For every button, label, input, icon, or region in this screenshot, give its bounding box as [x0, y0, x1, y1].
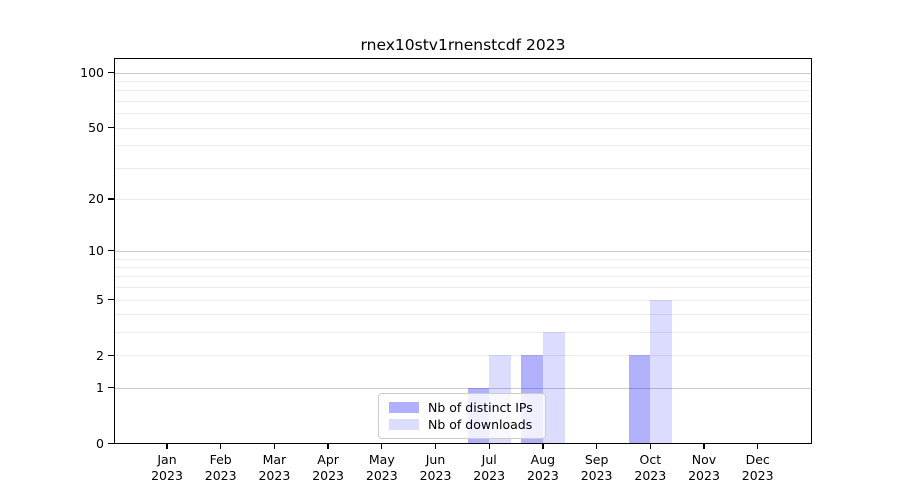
- gridline-y-4: [114, 314, 812, 316]
- y-axis-tick-label-1: 1: [96, 380, 104, 396]
- bar-distinct-ips-oct: [628, 355, 651, 444]
- x-tick-mark-jun: [434, 444, 437, 449]
- x-tick-year: 2023: [473, 467, 506, 483]
- x-tick-mark-apr: [327, 444, 329, 449]
- x-tick-year: 2023: [258, 467, 291, 483]
- x-tick-mark-dec: [757, 444, 759, 449]
- legend-label-distinct-ips: Nb of distinct IPs: [428, 400, 533, 415]
- x-axis-tick-label-jan: Jan 2023: [139, 452, 195, 483]
- gridline-y-60: [114, 113, 812, 115]
- x-tick-year: 2023: [580, 467, 613, 483]
- x-tick-month: Dec: [745, 452, 770, 467]
- gridline-y-50: [114, 127, 812, 129]
- y-tick-mark-50: [108, 126, 114, 129]
- x-tick-month: Jan: [157, 452, 177, 467]
- x-tick-year: 2023: [365, 467, 398, 483]
- x-axis-tick-label-jul: Jul 2023: [461, 452, 517, 483]
- gridline-y-10: [114, 250, 812, 252]
- y-tick-mark-0: [108, 442, 114, 445]
- x-tick-year: 2023: [204, 467, 237, 483]
- gridline-y-5: [114, 299, 812, 301]
- x-tick-month: Jun: [425, 452, 446, 467]
- x-tick-month: Feb: [209, 452, 232, 467]
- gridline-y-3: [114, 332, 812, 334]
- x-tick-year: 2023: [526, 467, 559, 483]
- x-axis-tick-label-feb: Feb 2023: [193, 452, 249, 483]
- gridline-y-2: [114, 355, 812, 357]
- y-tick-mark-1: [108, 387, 114, 389]
- x-tick-mark-nov: [703, 444, 705, 449]
- x-tick-year: 2023: [634, 467, 667, 483]
- legend-item-downloads: Nb of downloads: [389, 416, 537, 433]
- x-tick-mark-may: [381, 444, 383, 449]
- x-axis-tick-label-aug: Aug 2023: [515, 452, 571, 483]
- x-tick-month: Apr: [317, 452, 339, 467]
- x-tick-month: Jul: [481, 452, 497, 467]
- gridline-y-90: [114, 81, 812, 83]
- y-axis-tick-label-0: 0: [96, 436, 104, 451]
- y-tick-mark-5: [108, 298, 114, 301]
- x-tick-year: 2023: [419, 467, 452, 483]
- y-axis-tick-label-20: 20: [88, 191, 104, 207]
- x-tick-year: 2023: [741, 467, 774, 483]
- x-axis-tick-label-dec: Dec 2023: [730, 452, 786, 483]
- y-tick-mark-10: [108, 250, 114, 252]
- x-tick-month: Nov: [691, 452, 717, 467]
- x-tick-mark-jan: [166, 444, 168, 449]
- x-tick-year: 2023: [312, 467, 344, 483]
- chart-title: rnex10stv1rnenstcdf 2023: [360, 36, 566, 54]
- x-tick-mark-aug: [542, 444, 544, 449]
- plot-area: [114, 58, 812, 444]
- x-tick-month: Sep: [584, 452, 609, 467]
- y-tick-mark-100: [108, 72, 114, 74]
- x-axis-tick-label-mar: Mar 2023: [246, 452, 302, 483]
- y-axis-tick-label-10: 10: [88, 243, 104, 259]
- y-axis-tick-label-100: 100: [80, 65, 104, 81]
- gridline-y-30: [114, 167, 812, 169]
- gridline-y-1: [114, 387, 812, 389]
- legend-swatch-downloads: [389, 419, 419, 430]
- x-tick-mark-mar: [273, 444, 276, 449]
- legend-swatch-distinct-ips: [389, 402, 419, 413]
- gridline-y-9: [114, 258, 812, 260]
- x-tick-mark-oct: [649, 444, 651, 449]
- gridline-y-7: [114, 276, 812, 278]
- gridline-y-8: [114, 267, 812, 268]
- gridline-y-80: [114, 90, 812, 92]
- x-tick-month: Aug: [530, 452, 556, 467]
- x-tick-mark-jul: [488, 444, 490, 449]
- y-axis-tick-label-2: 2: [96, 347, 104, 363]
- legend-item-distinct-ips: Nb of distinct IPs: [389, 399, 537, 416]
- x-axis-tick-label-apr: Apr 2023: [300, 452, 356, 483]
- gridline-y-70: [114, 101, 812, 102]
- x-tick-mark-sep: [595, 444, 598, 449]
- y-axis-tick-label-50: 50: [88, 120, 104, 136]
- legend: Nb of distinct IPs Nb of downloads: [378, 393, 546, 439]
- legend-label-downloads: Nb of downloads: [428, 417, 533, 432]
- y-tick-mark-20: [108, 198, 114, 200]
- x-tick-month: May: [368, 452, 395, 467]
- x-axis-tick-label-jun: Jun 2023: [408, 452, 464, 483]
- x-tick-mark-feb: [220, 444, 222, 449]
- bar-downloads-oct: [650, 299, 672, 444]
- y-axis-tick-label-5: 5: [96, 292, 104, 307]
- x-tick-year: 2023: [151, 467, 183, 483]
- y-tick-mark-2: [108, 354, 114, 356]
- gridline-y-20: [114, 198, 812, 200]
- x-tick-month: Oct: [639, 452, 662, 467]
- gridline-y-100: [114, 72, 812, 74]
- x-axis-tick-label-sep: Sep 2023: [569, 452, 625, 483]
- gridline-y-6: [114, 287, 812, 289]
- x-axis-tick-label-nov: Nov 2023: [676, 452, 732, 483]
- x-tick-month: Mar: [262, 452, 287, 467]
- bar-downloads-aug: [542, 332, 565, 444]
- x-tick-year: 2023: [688, 467, 720, 483]
- x-axis-tick-label-oct: Oct 2023: [622, 452, 678, 483]
- x-axis-tick-label-may: May 2023: [354, 452, 410, 483]
- gridline-y-40: [114, 145, 812, 147]
